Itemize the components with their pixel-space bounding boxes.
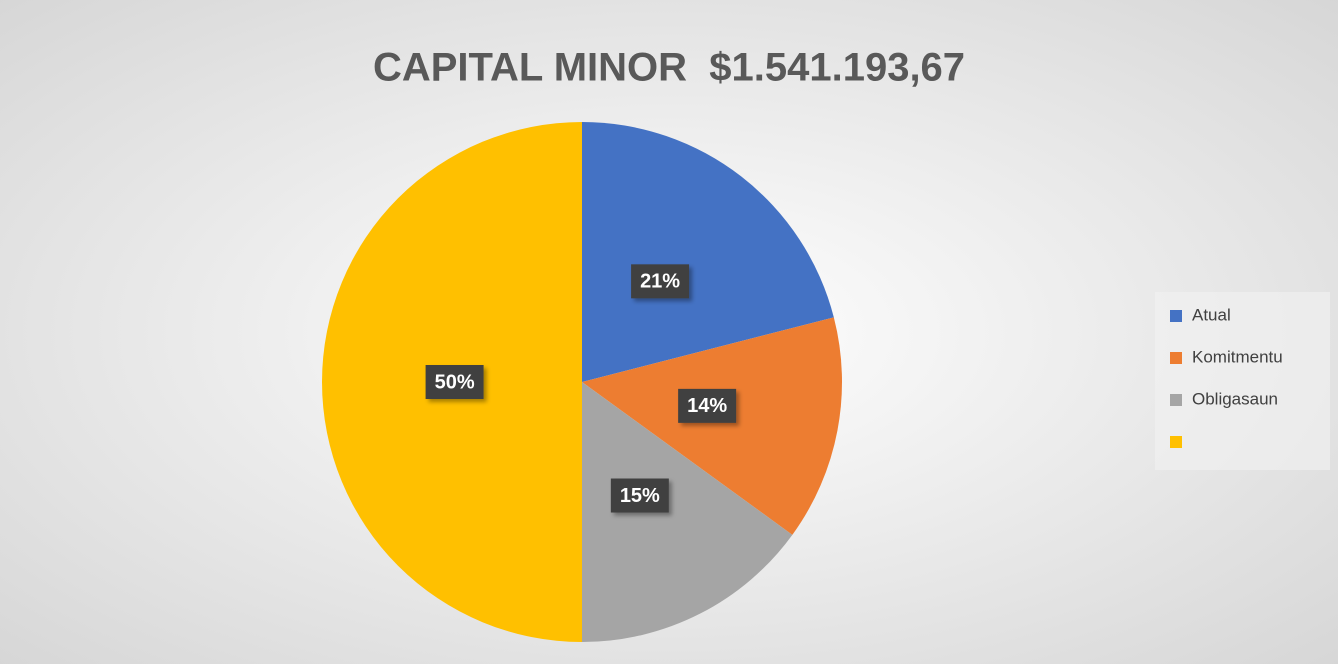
pie-slice	[582, 382, 793, 642]
legend-swatch	[1170, 310, 1182, 322]
data-label-box	[610, 478, 669, 513]
legend-label: Komitmentu	[1192, 347, 1283, 366]
data-label: 15%	[620, 485, 660, 507]
legend-swatch	[1170, 436, 1182, 448]
legend-swatch	[1170, 394, 1182, 406]
legend-label: Atual	[1192, 305, 1231, 324]
data-label-box	[678, 388, 737, 423]
legend-swatch	[1170, 352, 1182, 364]
pie-slice	[582, 122, 834, 382]
legend-label: Obligasaun	[1192, 389, 1278, 408]
chart-title: CAPITAL MINOR $1.541.193,67	[373, 46, 965, 90]
data-label-box	[425, 365, 484, 399]
data-label: 14%	[687, 395, 727, 417]
pie-slice	[582, 317, 842, 535]
data-label: 21%	[640, 271, 680, 293]
data-label: 50%	[435, 371, 475, 393]
data-label-box	[631, 264, 690, 299]
legend-box	[1155, 292, 1330, 470]
